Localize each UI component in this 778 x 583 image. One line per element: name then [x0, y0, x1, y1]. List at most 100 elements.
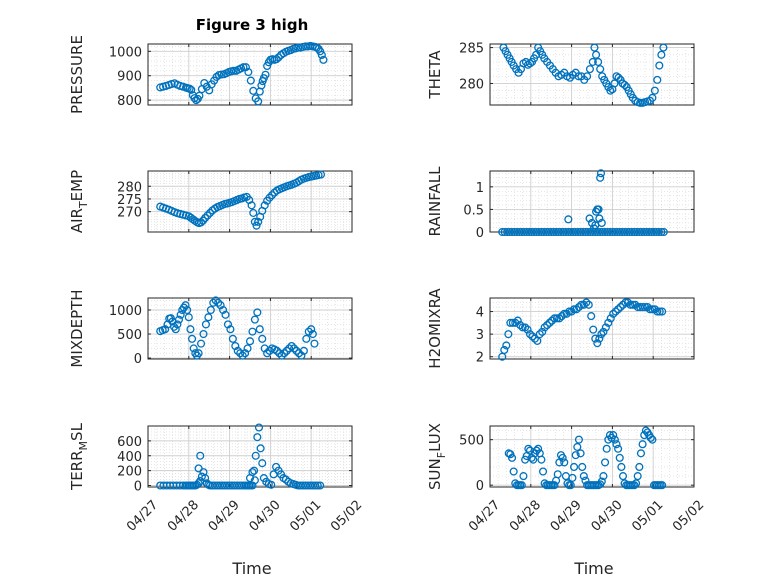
- y-axis-label: AIRTEMP: [68, 170, 90, 233]
- data-point: [555, 314, 564, 323]
- data-point: [540, 323, 549, 332]
- data-point: [543, 321, 552, 330]
- data-point: [196, 339, 206, 348]
- data-point: [254, 423, 264, 432]
- data-point: [569, 462, 579, 472]
- subplot-2: 280 285 THETA: [426, 42, 695, 107]
- y-tick-label: 4: [476, 306, 484, 321]
- subplot-1: 800 900 1000 PRESSURE: [68, 35, 353, 114]
- y-axis-label: MIXDEPTH: [68, 289, 86, 367]
- data-point: [308, 329, 317, 339]
- data-point: [176, 310, 185, 319]
- y-axis-label-sub: F: [435, 452, 448, 458]
- data-point: [254, 97, 263, 106]
- data-point: [507, 453, 517, 462]
- y-axis-label-sub: M: [77, 441, 90, 451]
- y-axis-label-text: PRESSURE: [68, 35, 86, 114]
- data-point: [524, 444, 533, 453]
- y-tick-label: 1000: [109, 304, 142, 319]
- data-point: [643, 302, 652, 312]
- data-point: [604, 318, 613, 327]
- data-point: [209, 298, 218, 307]
- y-tick-label: 0: [476, 226, 484, 241]
- data-point: [659, 227, 668, 237]
- data-point: [560, 309, 569, 318]
- data-point: [250, 217, 259, 226]
- data-point: [655, 61, 664, 70]
- data-point: [201, 474, 210, 483]
- data-point: [241, 349, 250, 358]
- data-point: [267, 480, 276, 489]
- data-point: [196, 451, 205, 460]
- data-point: [528, 332, 537, 341]
- data-point: [297, 351, 306, 360]
- data-point: [609, 309, 618, 318]
- data-point: [500, 345, 509, 355]
- data-point: [302, 334, 311, 343]
- data-point: [211, 296, 220, 305]
- data-point: [263, 349, 272, 358]
- y-tick-label: 200: [117, 465, 142, 480]
- data-point: [272, 346, 281, 355]
- data-point: [239, 63, 248, 72]
- axes-box: [489, 43, 695, 106]
- data-point: [579, 300, 588, 309]
- y-axis-label-text: RAINFALL: [426, 166, 444, 237]
- y-axis-label-tail: SL: [68, 422, 86, 441]
- data-point: [602, 444, 611, 453]
- y-tick-label: 3: [476, 328, 484, 343]
- data-point: [248, 327, 257, 336]
- data-point: [188, 334, 197, 343]
- y-tick-label: 275: [117, 193, 142, 208]
- axes-box: [147, 170, 353, 233]
- data-point: [630, 481, 639, 490]
- data-point: [653, 75, 662, 84]
- data-point: [173, 320, 182, 329]
- data-point: [578, 462, 587, 472]
- data-point: [560, 458, 569, 467]
- data-point: [513, 316, 522, 325]
- data-point: [299, 346, 308, 355]
- data-point: [319, 55, 328, 64]
- data-point: [623, 298, 632, 307]
- data-point: [614, 444, 623, 453]
- data-point: [621, 298, 630, 307]
- data-point: [265, 193, 274, 202]
- data-point: [535, 330, 544, 339]
- data-point: [310, 339, 319, 348]
- data-point: [205, 208, 215, 217]
- data-point: [574, 302, 583, 312]
- plot-area: [490, 171, 694, 232]
- data-point: [587, 312, 596, 321]
- data-point: [601, 323, 610, 332]
- data-point: [206, 305, 215, 315]
- data-point: [184, 313, 193, 322]
- data-point: [650, 305, 659, 314]
- data-point: [231, 341, 240, 351]
- data-point: [223, 320, 233, 329]
- data-point: [280, 349, 289, 358]
- data-point: [599, 327, 608, 336]
- x-axis-label-left: Time: [231, 559, 271, 578]
- axes-box: [489, 297, 695, 360]
- data-point: [317, 50, 326, 60]
- data-point: [525, 330, 535, 339]
- data-point: [610, 79, 619, 88]
- y-tick-label: 900: [117, 70, 142, 85]
- data-point: [650, 86, 659, 95]
- data-point: [251, 451, 260, 460]
- data-point: [635, 462, 644, 472]
- data-point: [614, 73, 623, 82]
- data-point: [588, 57, 597, 66]
- axes-box: [147, 297, 353, 360]
- data-point: [204, 313, 213, 322]
- subplot-6: 2 3 4 H2OMIXRA: [426, 288, 695, 369]
- data-point: [245, 337, 255, 346]
- y-axis-label: SUNFLUX: [426, 423, 448, 490]
- data-point: [253, 433, 262, 442]
- data-point: [518, 323, 527, 332]
- data-point: [194, 349, 203, 358]
